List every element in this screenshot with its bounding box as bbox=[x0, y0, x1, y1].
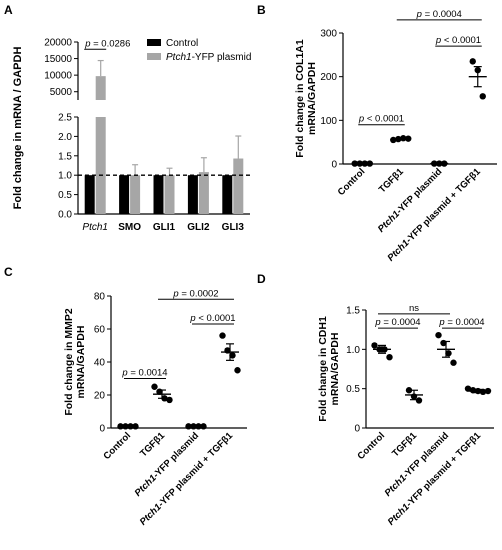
y-tick-label: 0 bbox=[99, 424, 105, 435]
bar bbox=[84, 175, 95, 214]
data-point bbox=[219, 332, 226, 339]
bar bbox=[233, 158, 244, 214]
data-point bbox=[469, 387, 477, 394]
panel-d-scatter-chart: 0 0.5 1.0 1.5 Fold change in CDH1 mRNA/GAPDH C… bbox=[317, 303, 494, 528]
panel-a-bar-chart: 20000 15000 10000 5000 2.5 2.0 1.5 1.0 0.5 0.0 Fol… bbox=[12, 38, 251, 234]
y-tick-label: 0 bbox=[354, 424, 360, 435]
data-point bbox=[445, 350, 452, 357]
p-value-label: p = 0.0014 bbox=[121, 368, 167, 379]
bar bbox=[187, 175, 198, 214]
y-tick-label: 40 bbox=[94, 358, 106, 369]
x-tick-label: SMO bbox=[118, 222, 141, 233]
y-axis-title: Fold change in MMP2 bbox=[63, 308, 75, 415]
y-tick-label: 1.5 bbox=[58, 151, 72, 162]
data-point bbox=[469, 58, 476, 65]
p-value-label: p < 0.0001 bbox=[358, 114, 404, 125]
p-value-label: p = 0.0002 bbox=[172, 288, 218, 299]
data-point bbox=[415, 397, 423, 404]
y-axis-title: Fold change in mRNA / GAPDH bbox=[12, 47, 24, 210]
p-value-label: p < 0.0001 bbox=[189, 313, 235, 324]
p-value-label: p = 0.0004 bbox=[374, 317, 420, 328]
panel-c-scatter-chart: 0 20 40 60 80 Fold change in MMP2 mRNA/GAPDH Co… bbox=[63, 288, 247, 528]
bar bbox=[130, 175, 141, 214]
y-tick-label: 2.0 bbox=[58, 132, 72, 143]
y-tick-label: 5000 bbox=[50, 87, 73, 98]
data-point bbox=[479, 388, 487, 396]
bar bbox=[95, 117, 106, 214]
y-tick-label: 300 bbox=[320, 29, 337, 40]
panel-label-a: A bbox=[4, 3, 13, 17]
y-tick-label: 1.0 bbox=[346, 345, 360, 356]
y-tick-label: 15000 bbox=[44, 54, 72, 65]
y-axis-title: Fold change in COL1A1 bbox=[294, 39, 306, 158]
data-point bbox=[371, 342, 378, 349]
y-tick-label: 20000 bbox=[44, 38, 72, 49]
p-value-label: p = 0.0286 bbox=[84, 38, 130, 49]
y-axis-title: mRNA/GAPDH bbox=[75, 326, 87, 399]
data-point bbox=[435, 331, 442, 339]
data-point bbox=[405, 387, 413, 394]
bar bbox=[222, 175, 233, 214]
legend-swatch bbox=[147, 53, 161, 60]
panel-b-scatter-chart: 0 100 200 300 Fold change in COL1A1 mRNA/GAPD… bbox=[294, 9, 497, 264]
x-tick-label: Ptch1-YFP plasmid bbox=[376, 166, 445, 235]
y-tick-label: 10000 bbox=[44, 71, 72, 82]
x-tick-label: Control bbox=[355, 430, 387, 462]
p-value-label: p = 0.0004 bbox=[416, 9, 462, 20]
p-value-label: p < 0.0001 bbox=[435, 35, 481, 46]
y-tick-label: 2.5 bbox=[58, 113, 72, 124]
x-tick-label: GLI3 bbox=[222, 222, 245, 233]
data-point bbox=[151, 383, 158, 390]
y-tick-label: 200 bbox=[320, 72, 337, 83]
data-point bbox=[386, 354, 393, 361]
panel-label-b: B bbox=[257, 3, 266, 17]
legend-label: Control bbox=[166, 38, 198, 49]
panel-label-c: C bbox=[4, 265, 13, 279]
panel-label-d: D bbox=[257, 272, 266, 286]
y-tick-label: 100 bbox=[320, 116, 337, 127]
y-axis-title: mRNA/GAPDH bbox=[329, 333, 341, 406]
p-value-label: ns bbox=[409, 303, 419, 314]
y-tick-label: 0 bbox=[331, 160, 337, 171]
data-point bbox=[450, 359, 457, 366]
y-tick-label: 0.0 bbox=[58, 210, 72, 221]
y-tick-label: 1.0 bbox=[58, 171, 72, 182]
y-axis-title: mRNA/GAPDH bbox=[306, 62, 318, 135]
x-tick-label: Control bbox=[101, 430, 133, 462]
legend-swatch bbox=[147, 39, 161, 46]
legend-label: Ptch1-YFP plasmid bbox=[166, 52, 251, 63]
data-point bbox=[390, 136, 397, 144]
y-axis-title: Fold change in CDH1 bbox=[317, 316, 329, 422]
y-tick-label: 0.5 bbox=[346, 384, 360, 395]
data-point bbox=[484, 387, 492, 395]
bar bbox=[119, 175, 130, 214]
x-tick-label: GLI1 bbox=[153, 222, 176, 233]
p-value-label: p = 0.0004 bbox=[438, 317, 484, 328]
x-tick-label: TGFβ1 bbox=[377, 166, 407, 196]
x-tick-label: Ptch1-YFP plasmid bbox=[133, 430, 202, 499]
y-tick-label: 60 bbox=[94, 325, 106, 336]
y-tick-label: 80 bbox=[94, 292, 106, 303]
bar bbox=[164, 175, 175, 214]
x-tick-label: TGFβ1 bbox=[390, 430, 420, 460]
data-point bbox=[464, 385, 472, 392]
y-tick-label: 20 bbox=[94, 391, 106, 402]
data-point bbox=[234, 367, 241, 374]
x-tick-label: Control bbox=[336, 166, 368, 198]
bar bbox=[153, 175, 164, 214]
x-tick-label: Ptch1 bbox=[82, 222, 108, 233]
y-tick-label: 1.5 bbox=[346, 306, 360, 317]
x-tick-label: GLI2 bbox=[187, 222, 210, 233]
y-tick-label: 0.5 bbox=[58, 190, 72, 201]
data-point bbox=[479, 93, 486, 100]
bar bbox=[95, 76, 106, 100]
data-point bbox=[166, 396, 173, 404]
bar bbox=[198, 172, 209, 214]
x-tick-label: TGFβ1 bbox=[138, 430, 168, 460]
data-point bbox=[229, 352, 236, 359]
